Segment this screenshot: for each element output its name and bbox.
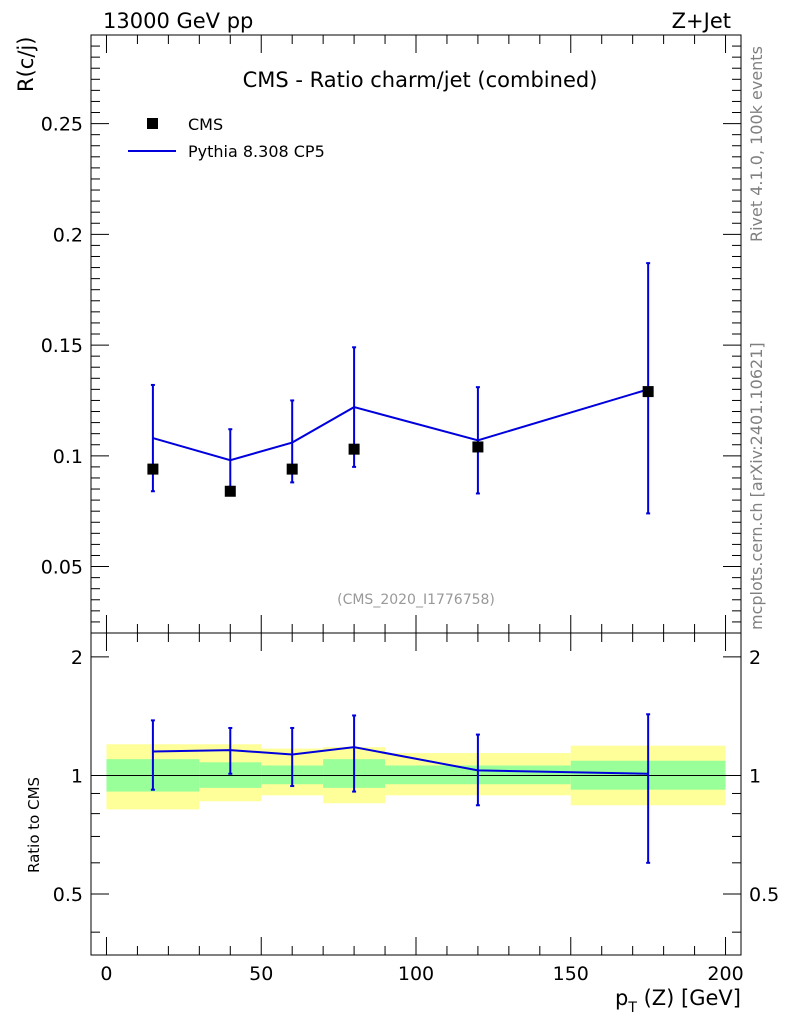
chart-title: CMS - Ratio charm/jet (combined) (243, 68, 598, 92)
main-y-tick-label: 0.05 (41, 557, 83, 579)
cms-data-markers (147, 386, 654, 497)
ratio-y-tick-label-right: 2 (749, 647, 761, 669)
ratio-line (152, 746, 649, 775)
ratio-panel: Ratio to CMS 0.5 0.5 1 1 2 2 0 50 100 150 200 pT … (25, 632, 779, 1016)
x-tick-label: 200 (707, 963, 743, 985)
main-panel: (CMS_2020_I1776758) CMS - Ratio charm/je… (14, 34, 742, 634)
ratio-y-tick-label-right: 0.5 (749, 884, 779, 906)
x-tick-label: 0 (100, 963, 112, 985)
main-y-tick-label: 0.15 (41, 335, 83, 357)
cms-data-point (642, 386, 654, 398)
main-axes-ticks (91, 35, 741, 633)
rivet-version-label: Rivet 4.1.0, 100k events (747, 46, 766, 242)
x-axis-label-subscript: T (627, 1000, 637, 1016)
analysis-id-watermark: (CMS_2020_I1776758) (337, 592, 495, 608)
mc-prediction-line (152, 388, 649, 462)
ratio-uncertainty-bands (106, 744, 726, 810)
ratio-error-bars (150, 713, 651, 864)
x-axis-label-rest: (Z) [GeV] (637, 986, 741, 1010)
x-axis-label: pT (Z) [GeV] (615, 986, 741, 1016)
ratio-y-tick-labels: 0.5 0.5 1 1 2 2 (53, 647, 779, 906)
mc-error-bars (150, 262, 651, 515)
x-tick-label: 100 (398, 963, 434, 985)
cms-data-point (286, 463, 298, 475)
ratio-y-tick-label-left: 1 (71, 765, 83, 787)
x-tick-label: 150 (553, 963, 589, 985)
ratio-frame (90, 632, 742, 956)
main-y-tick-label: 0.2 (53, 224, 83, 246)
ratio-y-tick-label-left: 0.5 (53, 884, 83, 906)
main-y-tick-label: 0.25 (41, 114, 83, 136)
mcplots-source-label: mcplots.cern.ch [arXiv:2401.10621] (747, 342, 766, 630)
ratio-y-tick-label-left: 2 (71, 647, 83, 669)
legend-mc-label: Pythia 8.308 CP5 (188, 142, 325, 161)
ratio-y-tick-label-right: 1 (749, 765, 761, 787)
ratio-axes-ticks (91, 633, 741, 955)
header-process-label: Z+Jet (672, 9, 731, 33)
legend-cms-marker (147, 118, 158, 129)
main-y-tick-labels: 0.05 0.1 0.15 0.2 0.25 (41, 114, 83, 579)
header-energy-label: 13000 GeV pp (103, 9, 253, 33)
cms-data-point (224, 485, 236, 497)
legend: CMS Pythia 8.308 CP5 (128, 115, 325, 161)
cms-data-point (147, 463, 159, 475)
legend-cms-label: CMS (188, 115, 223, 134)
ratio-y-axis-label: Ratio to CMS (25, 777, 43, 873)
main-y-axis-label: R(c/j) (14, 37, 38, 92)
cms-data-point (472, 441, 484, 453)
x-tick-label: 50 (249, 963, 273, 985)
cms-data-point (348, 443, 360, 455)
main-y-tick-label: 0.1 (53, 446, 83, 468)
x-tick-labels: 0 50 100 150 200 (100, 963, 743, 985)
